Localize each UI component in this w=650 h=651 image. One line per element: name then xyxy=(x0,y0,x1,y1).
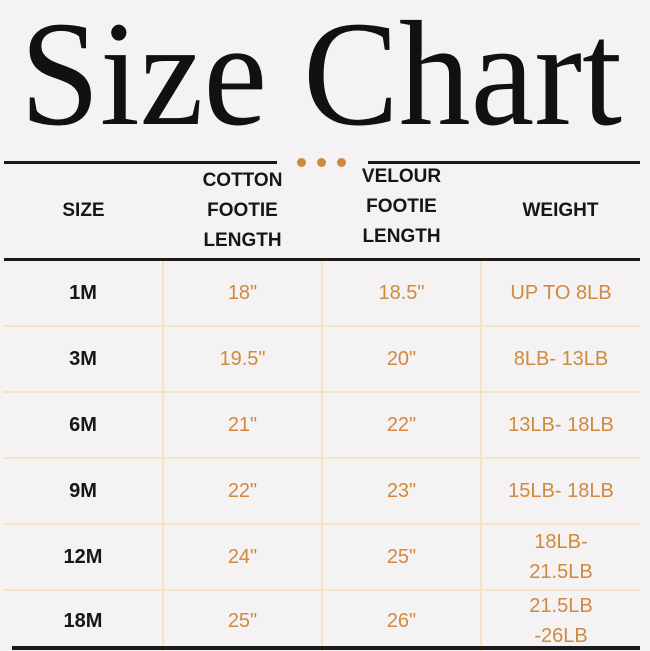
weight-text: 15LB- 18LB xyxy=(508,480,614,502)
header-weight: WEIGHT xyxy=(481,164,640,261)
weight-cell: 15LB- 18LB xyxy=(480,457,640,525)
size-table: SIZE COTTON FOOTIE LENGTH VELOUR FOOTIE … xyxy=(4,164,640,651)
size-cell: 18M xyxy=(4,589,164,651)
size-cell: 12M xyxy=(4,523,164,591)
header-velour-label: VELOUR FOOTIE LENGTH xyxy=(361,166,442,247)
header-cotton: COTTON FOOTIE LENGTH xyxy=(163,164,322,261)
velour-length-cell: 18.5" xyxy=(321,258,482,327)
weight-text: 21.5LB -26LB xyxy=(529,595,593,647)
weight-text: 8LB- 13LB xyxy=(513,348,609,370)
velour-length-cell: 23" xyxy=(321,457,482,525)
weight-text: 13LB- 18LB xyxy=(508,414,614,436)
weight-cell: 21.5LB -26LB xyxy=(480,589,640,651)
weight-text: UP TO 8LB xyxy=(510,282,612,304)
velour-length-cell: 20" xyxy=(321,325,482,393)
velour-length-cell: 22" xyxy=(321,391,482,459)
weight-cell: 18LB- 21.5LB xyxy=(480,523,640,591)
size-cell: 1M xyxy=(4,258,164,327)
table-row: 1M 18" 18.5" UP TO 8LB xyxy=(4,258,640,327)
header-size: SIZE xyxy=(4,164,163,261)
ornament-dot xyxy=(337,158,346,167)
bottom-border xyxy=(12,646,640,650)
weight-cell: UP TO 8LB xyxy=(480,258,640,327)
divider-left xyxy=(4,161,277,164)
table-row: 18M 25" 26" 21.5LB -26LB xyxy=(4,589,640,651)
ornament-dot xyxy=(297,158,306,167)
table-row: 6M 21" 22" 13LB- 18LB xyxy=(4,391,640,459)
size-cell: 6M xyxy=(4,391,164,459)
size-cell: 9M xyxy=(4,457,164,525)
page-title: Size Chart xyxy=(20,0,622,150)
header-row: SIZE COTTON FOOTIE LENGTH VELOUR FOOTIE … xyxy=(4,164,640,261)
cotton-length-cell: 24" xyxy=(162,523,323,591)
header-velour: VELOUR FOOTIE LENGTH xyxy=(322,164,481,261)
title-text: Size Chart xyxy=(20,0,622,150)
cotton-length-cell: 22" xyxy=(162,457,323,525)
velour-length-cell: 25" xyxy=(321,523,482,591)
cotton-length-cell: 25" xyxy=(162,589,323,651)
cotton-length-cell: 18" xyxy=(162,258,323,327)
ornament-dot xyxy=(317,158,326,167)
header-cotton-label: COTTON FOOTIE LENGTH xyxy=(202,170,283,251)
table-row: 12M 24" 25" 18LB- 21.5LB xyxy=(4,523,640,591)
cotton-length-cell: 21" xyxy=(162,391,323,459)
size-cell: 3M xyxy=(4,325,164,393)
table-row: 9M 22" 23" 15LB- 18LB xyxy=(4,457,640,525)
cotton-length-cell: 19.5" xyxy=(162,325,323,393)
weight-text: 18LB- 21.5LB xyxy=(529,531,593,583)
velour-length-cell: 26" xyxy=(321,589,482,651)
divider-right xyxy=(368,161,640,164)
weight-cell: 13LB- 18LB xyxy=(480,391,640,459)
weight-cell: 8LB- 13LB xyxy=(480,325,640,393)
table-row: 3M 19.5" 20" 8LB- 13LB xyxy=(4,325,640,393)
